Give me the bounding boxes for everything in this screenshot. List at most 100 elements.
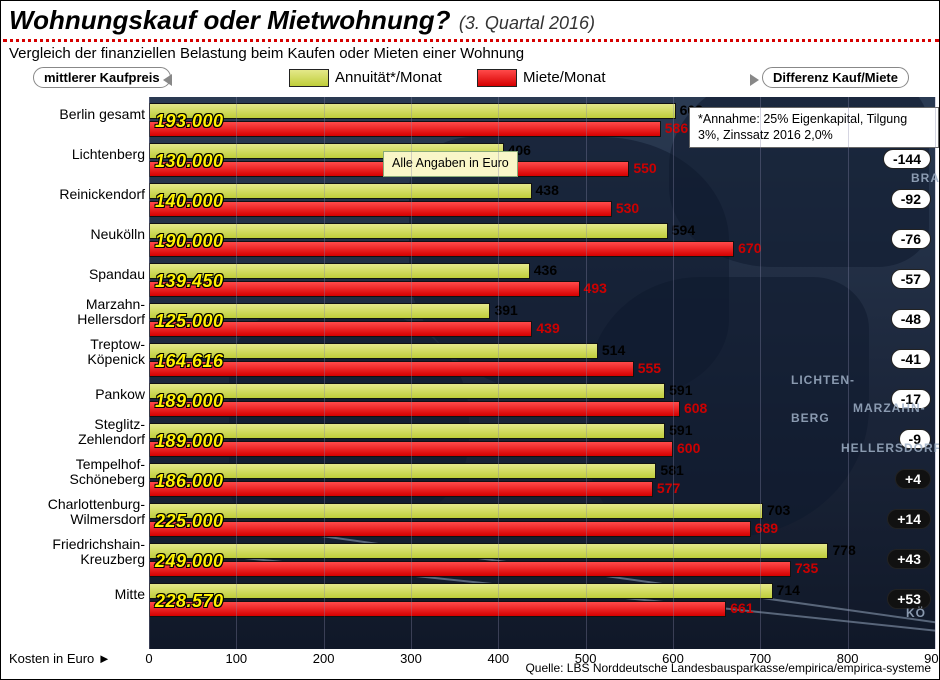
value-annuity: 514 — [602, 342, 625, 358]
legend-swatch-ann — [289, 69, 329, 87]
purchase-price: 189.000 — [155, 391, 224, 412]
row-label: Berlin gesamt — [1, 107, 145, 122]
value-rent: 689 — [755, 520, 778, 536]
row-label: Treptow- Köpenick — [1, 337, 145, 366]
legend-label-miete: Miete/Monat — [523, 69, 606, 86]
gridline — [411, 97, 412, 649]
map-region-label: HELLERSDORF — [841, 441, 940, 455]
value-rent: 555 — [638, 360, 661, 376]
bar-rent — [149, 481, 653, 497]
purchase-price: 130.000 — [155, 151, 224, 172]
row-label: Reinickendorf — [1, 187, 145, 202]
row-label: Charlottenburg- Wilmersdorf — [1, 497, 145, 526]
value-annuity: 703 — [767, 502, 790, 518]
value-rent: 586 — [665, 120, 688, 136]
bar-annuity — [149, 223, 668, 239]
gridline — [760, 97, 761, 649]
value-rent: 530 — [616, 200, 639, 216]
row-label: Tempelhof- Schöneberg — [1, 457, 145, 486]
value-rent: 577 — [657, 480, 680, 496]
purchase-price: 164.616 — [155, 351, 224, 372]
value-annuity: 436 — [534, 262, 557, 278]
value-rent: 600 — [677, 440, 700, 456]
gridline — [236, 97, 237, 649]
purchase-price: 140.000 — [155, 191, 224, 212]
value-rent: 493 — [584, 280, 607, 296]
purchase-price: 186.000 — [155, 471, 224, 492]
diff-badge: +4 — [895, 469, 931, 489]
map-region-label: KÖ — [906, 606, 926, 620]
diff-badge: -48 — [891, 309, 931, 329]
legend-label-ann: Annuität*/Monat — [335, 69, 442, 86]
bar-rent — [149, 401, 680, 417]
x-tick-label: 400 — [487, 651, 509, 666]
row-label: Marzahn- Hellersdorf — [1, 297, 145, 326]
chart-title-row: Wohnungskauf oder Mietwohnung? (3. Quart… — [9, 5, 595, 36]
row-label: Spandau — [1, 267, 145, 282]
bar-annuity — [149, 383, 665, 399]
bar-annuity — [149, 503, 763, 519]
diff-badge: -144 — [883, 149, 931, 169]
purchase-price: 190.000 — [155, 231, 224, 252]
legend: mittlerer Kaufpreis Annuität*/Monat Miet… — [1, 67, 940, 95]
gridline — [586, 97, 587, 649]
diff-badge: -76 — [891, 229, 931, 249]
map-region-label: MARZAHN- — [853, 401, 926, 415]
gridline — [498, 97, 499, 649]
value-annuity: 594 — [672, 222, 695, 238]
legend-right-box: Differenz Kauf/Miete — [762, 67, 909, 88]
diff-badge: -41 — [891, 349, 931, 369]
bar-annuity — [149, 543, 828, 559]
chart-subtitle: Vergleich der finanziellen Belastung bei… — [9, 45, 524, 62]
bar-rent — [149, 521, 751, 537]
chart-title: Wohnungskauf oder Mietwohnung? — [9, 5, 450, 35]
arrow-left-icon — [163, 74, 172, 86]
value-rent: 608 — [684, 400, 707, 416]
purchase-price: 225.000 — [155, 511, 224, 532]
gridline — [673, 97, 674, 649]
map-region-label: BRA — [911, 171, 940, 185]
x-axis-title: Kosten in Euro ► — [9, 651, 111, 666]
legend-swatch-miete — [477, 69, 517, 87]
bar-annuity — [149, 583, 773, 599]
bar-annuity — [149, 423, 665, 439]
value-annuity: 438 — [536, 182, 559, 198]
purchase-price: 228.570 — [155, 591, 224, 612]
gridline — [149, 97, 150, 649]
row-label: Pankow — [1, 387, 145, 402]
row-label: Friedrichshain- Kreuzberg — [1, 537, 145, 566]
diff-badge: -57 — [891, 269, 931, 289]
bar-rent — [149, 121, 661, 137]
map-region-label: LICHTEN- — [791, 373, 855, 387]
value-rent: 735 — [795, 560, 818, 576]
legend-left-box: mittlerer Kaufpreis — [33, 67, 171, 88]
x-tick-label: 0 — [145, 651, 152, 666]
purchase-price: 249.000 — [155, 551, 224, 572]
arrow-right-icon — [750, 74, 759, 86]
value-rent: 661 — [730, 600, 753, 616]
chart-period: (3. Quartal 2016) — [459, 13, 595, 33]
bar-annuity — [149, 103, 676, 119]
purchase-price: 189.000 — [155, 431, 224, 452]
gridline — [324, 97, 325, 649]
purchase-price: 193.000 — [155, 111, 224, 132]
note-assumptions: *Annahme: 25% Eigenkapital, Tilgung 3%, … — [689, 107, 939, 148]
purchase-price: 125.000 — [155, 311, 224, 332]
row-label: Neukölln — [1, 227, 145, 242]
value-rent: 550 — [633, 160, 656, 176]
divider-dotted — [3, 39, 939, 42]
diff-badge: +14 — [887, 509, 931, 529]
value-annuity: 714 — [777, 582, 800, 598]
source-line: Quelle: LBS Norddeutsche Landesbausparka… — [525, 661, 931, 675]
x-tick-label: 200 — [313, 651, 335, 666]
diff-badge: -92 — [891, 189, 931, 209]
row-label: Lichtenberg — [1, 147, 145, 162]
value-rent: 439 — [536, 320, 559, 336]
purchase-price: 139.450 — [155, 271, 224, 292]
bar-rent — [149, 561, 791, 577]
x-tick-label: 300 — [400, 651, 422, 666]
row-label: Steglitz- Zehlendorf — [1, 417, 145, 446]
x-tick-label: 100 — [225, 651, 247, 666]
value-rent: 670 — [738, 240, 761, 256]
diff-badge: +43 — [887, 549, 931, 569]
